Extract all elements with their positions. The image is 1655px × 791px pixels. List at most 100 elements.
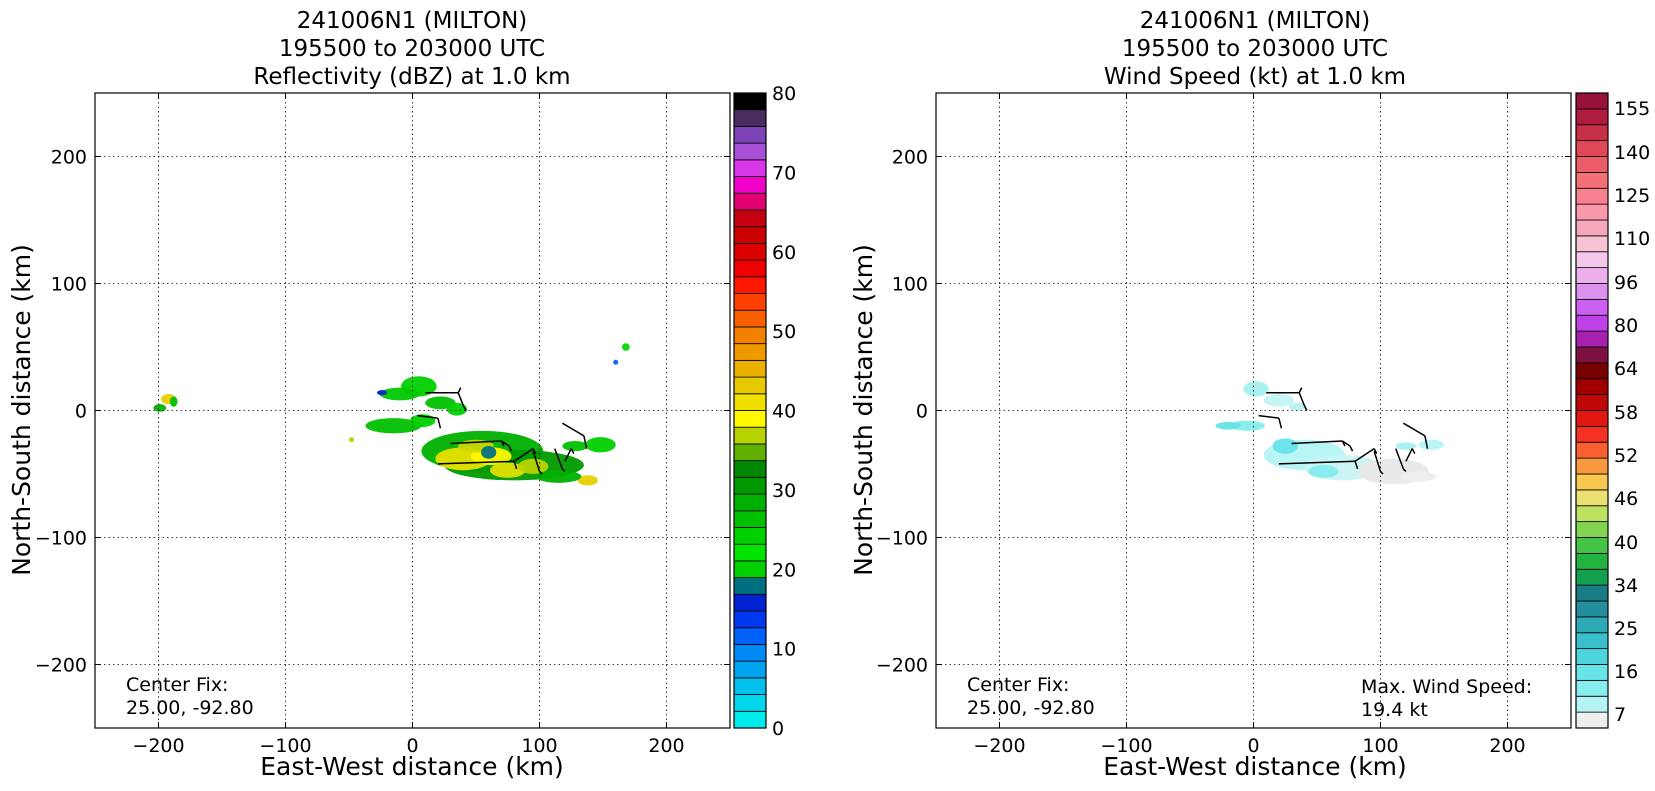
wind-colorbar-swatch-11 (1575, 537, 1609, 554)
wind-colorbar-swatch-6 (1575, 616, 1609, 634)
reflectivity-barb-flag-4 (508, 445, 513, 452)
reflectivity-barb-flag-8 (561, 468, 566, 472)
reflectivity-colorbar-swatch-17 (733, 426, 767, 445)
reflectivity-barb-shaft-6 (513, 447, 534, 462)
reflectivity-colorbar-swatch-30 (733, 209, 767, 228)
wind-colorbar-swatch-39 (1575, 92, 1609, 110)
wind-colorbar-swatch-18 (1575, 425, 1609, 443)
reflectivity-colorbar-label-2: 20 (772, 559, 796, 581)
wind-barb-shaft-1 (1298, 392, 1305, 406)
reflectivity-barb-flag-0 (457, 387, 462, 394)
wind-echo-4 (1215, 421, 1241, 430)
wind-colorbar-swatch-3 (1575, 664, 1609, 681)
reflectivity-colorbar-swatch-7 (733, 593, 767, 612)
wind-y-axis-label: North-South distance (km) (849, 244, 878, 576)
wind-center-fix-label: Center Fix: (967, 674, 1069, 696)
reflectivity-colorbar-swatch-0 (733, 710, 767, 729)
wind-xtick-label-2: 0 (1247, 735, 1259, 757)
wind-echo-0 (1243, 381, 1269, 397)
wind-colorbar-swatch-28 (1575, 267, 1609, 284)
wind-colorbar-label-7: 58 (1614, 402, 1638, 424)
reflectivity-echo-16 (517, 458, 549, 474)
reflectivity-ytick-label-4: 200 (51, 147, 87, 169)
reflectivity-barb-shaft-9 (561, 422, 585, 437)
reflectivity-colorbar-swatch-29 (733, 226, 767, 244)
reflectivity-xtick-label-0: −200 (132, 735, 184, 757)
reflectivity-ytick-label-0: −200 (35, 655, 87, 677)
wind-colorbar-swatch-0 (1575, 711, 1609, 729)
reflectivity-xtick-label-1: −100 (259, 735, 311, 757)
wind-echo-11 (1395, 442, 1417, 450)
wind-xtick-label-3: 100 (1362, 735, 1398, 757)
reflectivity-colorbar-swatch-6 (733, 610, 767, 629)
reflectivity-echo-3 (349, 437, 355, 443)
wind-speed-colorbar: 7 16 25 34 40 46 52 58 64 80 96 110 125 140 155 (1575, 92, 1650, 729)
reflectivity-barb-flag-7 (538, 470, 543, 475)
wind-x-axis-label: East-West distance (km) (1103, 752, 1407, 781)
reflectivity-colorbar: 0 10 20 30 40 50 60 70 80 (733, 83, 796, 740)
reflectivity-xtick-label-3: 100 (521, 735, 557, 757)
reflectivity-barb-flag-1 (462, 405, 467, 411)
reflectivity-echo-5 (379, 387, 421, 401)
wind-barb-shaft-9 (1402, 422, 1426, 437)
reflectivity-echo-6 (425, 396, 456, 410)
wind-barb-flag-8 (1402, 468, 1407, 472)
wind-colorbar-frame (1575, 92, 1609, 729)
reflectivity-colorbar-swatch-2 (733, 677, 767, 695)
wind-grid (936, 93, 1571, 728)
wind-echo-2 (1289, 402, 1307, 411)
reflectivity-echo-24 (481, 446, 497, 459)
reflectivity-echo-15 (489, 462, 526, 478)
reflectivity-echo-23 (613, 359, 619, 365)
reflectivity-barb-flag-9 (583, 435, 588, 449)
wind-barb-flag-7 (1379, 470, 1384, 475)
reflectivity-colorbar-swatch-14 (733, 476, 767, 495)
wind-echo-9 (1400, 471, 1437, 482)
wind-colorbar-swatch-9 (1575, 568, 1609, 586)
reflectivity-barb-shaft-1 (457, 392, 464, 406)
reflectivity-barb-shaft-5 (437, 460, 515, 465)
reflectivity-barb-shaft-8 (554, 448, 564, 470)
wind-echo-6 (1272, 438, 1298, 454)
reflectivity-colorbar-label-0: 0 (772, 718, 784, 740)
wind-colorbar-label-14: 155 (1614, 98, 1650, 120)
reflectivity-colorbar-swatch-21 (733, 359, 767, 378)
wind-colorbar-label-10: 96 (1614, 272, 1638, 294)
wind-colorbar-label-0: 7 (1614, 704, 1626, 726)
reflectivity-colorbar-swatch-36 (733, 109, 767, 127)
wind-xtick-label-0: −200 (973, 735, 1025, 757)
reflectivity-colorbar-frame (733, 92, 767, 729)
reflectivity-colorbar-swatch-27 (733, 259, 767, 278)
wind-barb-flag-6 (1373, 448, 1378, 455)
wind-colorbar-label-3: 34 (1614, 575, 1638, 597)
reflectivity-colorbar-swatch-34 (733, 142, 767, 161)
wind-barb-flag-1 (1303, 405, 1308, 411)
wind-speed-field (1215, 381, 1445, 485)
reflectivity-echo-field (153, 343, 630, 486)
wind-colorbar-swatch-15 (1575, 473, 1609, 491)
reflectivity-barb-flag-2 (437, 417, 442, 429)
wind-ytick-label-0: −200 (876, 655, 928, 677)
reflectivity-barb-shaft-7 (532, 450, 541, 472)
reflectivity-colorbar-label-3: 30 (772, 480, 796, 502)
reflectivity-axis-ticks: −200 −100 0 100 200 −200 −100 0 100 200 (35, 93, 730, 757)
wind-barb-shaft-7 (1373, 450, 1382, 472)
reflectivity-grid (95, 93, 730, 728)
wind-colorbar-label-4: 40 (1614, 532, 1638, 554)
wind-barb-flag-9 (1424, 435, 1429, 449)
reflectivity-title-line-2: 195500 to 203000 UTC (279, 36, 545, 62)
wind-colorbar-label-13: 140 (1614, 142, 1650, 164)
reflectivity-colorbar-label-4: 40 (772, 401, 796, 423)
reflectivity-echo-9 (365, 418, 422, 434)
wind-colorbar-label-8: 64 (1614, 358, 1638, 380)
reflectivity-echo-7 (446, 402, 468, 416)
wind-barb-shaft-3 (1291, 440, 1343, 445)
wind-barb-shaft-10 (1405, 448, 1413, 462)
reflectivity-colorbar-swatch-12 (733, 510, 767, 528)
wind-colorbar-label-1: 16 (1614, 661, 1638, 683)
wind-barb-shaft-2 (1258, 414, 1279, 419)
wind-barb-flag-4 (1349, 445, 1354, 452)
wind-barb-shaft-5 (1278, 460, 1356, 465)
wind-echo-3 (1229, 420, 1265, 431)
reflectivity-echo-20 (585, 437, 616, 453)
